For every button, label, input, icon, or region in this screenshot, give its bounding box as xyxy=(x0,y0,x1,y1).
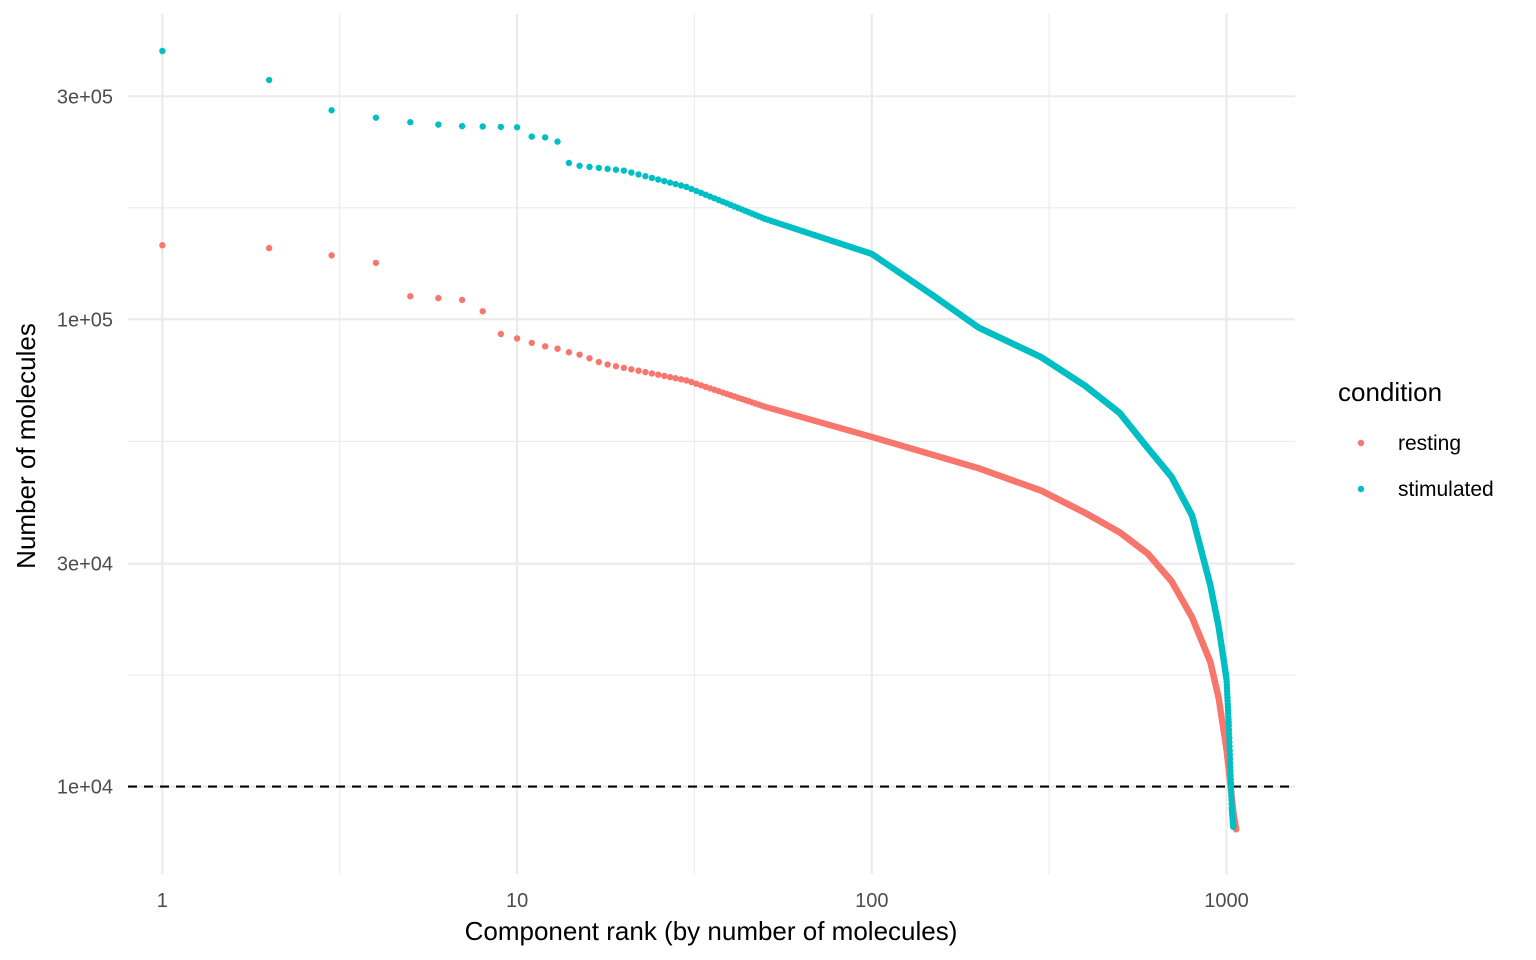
point-resting xyxy=(576,351,583,358)
point-stimulated xyxy=(635,171,642,178)
point-resting xyxy=(528,339,535,347)
point-stimulated xyxy=(628,169,635,176)
point-stimulated xyxy=(688,185,695,193)
point-stimulated xyxy=(541,134,549,141)
point-resting xyxy=(458,296,466,304)
point-resting xyxy=(372,259,380,267)
point-stimulated xyxy=(159,47,166,55)
legend-label-stimulated: stimulated xyxy=(1398,478,1494,501)
point-resting xyxy=(672,375,679,382)
point-stimulated xyxy=(620,167,628,174)
grid-minor xyxy=(128,14,1295,874)
points-layer xyxy=(159,47,1240,833)
point-stimulated xyxy=(672,180,679,188)
series-stimulated xyxy=(159,47,1237,831)
point-stimulated xyxy=(497,123,505,131)
point-stimulated xyxy=(372,114,380,121)
point-resting xyxy=(635,367,642,374)
point-resting xyxy=(586,355,593,362)
point-resting xyxy=(688,378,695,386)
point-resting xyxy=(554,345,561,352)
y-tick-labels: 1e+04 3e+04 1e+05 3e+05 xyxy=(57,86,113,798)
point-stimulated xyxy=(604,165,611,173)
point-resting xyxy=(265,244,273,252)
point-resting xyxy=(655,371,662,378)
x-tick-label: 10 xyxy=(506,890,528,912)
y-tick-label: 3e+04 xyxy=(57,554,113,576)
point-resting xyxy=(648,370,656,377)
point-stimulated xyxy=(677,182,685,189)
x-tick-label: 1000 xyxy=(1204,890,1249,912)
point-stimulated xyxy=(595,164,603,172)
point-resting xyxy=(683,377,690,384)
point-stimulated xyxy=(328,107,335,114)
y-axis-title: Number of molecules xyxy=(11,323,41,569)
point-stimulated xyxy=(554,138,561,145)
point-stimulated xyxy=(576,162,583,169)
legend: condition resting stimulated xyxy=(1338,377,1494,501)
point-resting xyxy=(407,293,414,300)
point-stimulated xyxy=(661,177,668,185)
point-stimulated xyxy=(1230,823,1237,831)
point-resting xyxy=(628,366,635,373)
point-stimulated xyxy=(513,124,521,131)
point-resting xyxy=(435,294,442,302)
point-stimulated xyxy=(648,174,656,182)
x-tick-label: 100 xyxy=(855,890,888,912)
point-stimulated xyxy=(479,123,486,130)
point-stimulated xyxy=(666,179,674,186)
point-stimulated xyxy=(565,159,573,167)
point-stimulated xyxy=(642,173,649,180)
legend-key-resting xyxy=(1357,439,1365,447)
point-resting xyxy=(604,361,611,368)
x-tick-labels: 1 10 100 1000 xyxy=(157,890,1249,912)
point-resting xyxy=(612,363,620,370)
point-stimulated xyxy=(683,183,690,191)
y-tick-label: 1e+05 xyxy=(57,309,113,331)
y-tick-label: 3e+05 xyxy=(57,86,113,108)
point-stimulated xyxy=(435,121,442,128)
legend-key-stimulated xyxy=(1357,485,1365,493)
point-resting xyxy=(666,373,674,381)
point-stimulated xyxy=(407,119,414,126)
point-resting xyxy=(479,308,486,315)
legend-title: condition xyxy=(1338,377,1442,407)
point-resting xyxy=(328,252,335,259)
point-resting xyxy=(541,343,549,350)
y-tick-label: 1e+04 xyxy=(57,777,113,799)
point-resting xyxy=(497,330,505,338)
point-resting xyxy=(565,349,573,356)
x-tick-label: 1 xyxy=(157,890,168,912)
point-stimulated xyxy=(265,76,273,84)
legend-label-resting: resting xyxy=(1398,432,1461,455)
point-resting xyxy=(620,364,628,372)
point-resting xyxy=(642,368,649,376)
point-resting xyxy=(159,242,166,249)
point-resting xyxy=(677,376,685,383)
point-stimulated xyxy=(586,163,593,171)
point-resting xyxy=(513,335,521,342)
point-resting xyxy=(595,358,603,366)
point-stimulated xyxy=(458,122,466,130)
point-resting xyxy=(661,372,668,380)
point-stimulated xyxy=(655,176,662,183)
x-axis-title: Component rank (by number of molecules) xyxy=(465,916,958,946)
point-stimulated xyxy=(612,166,620,173)
point-stimulated xyxy=(528,133,535,140)
